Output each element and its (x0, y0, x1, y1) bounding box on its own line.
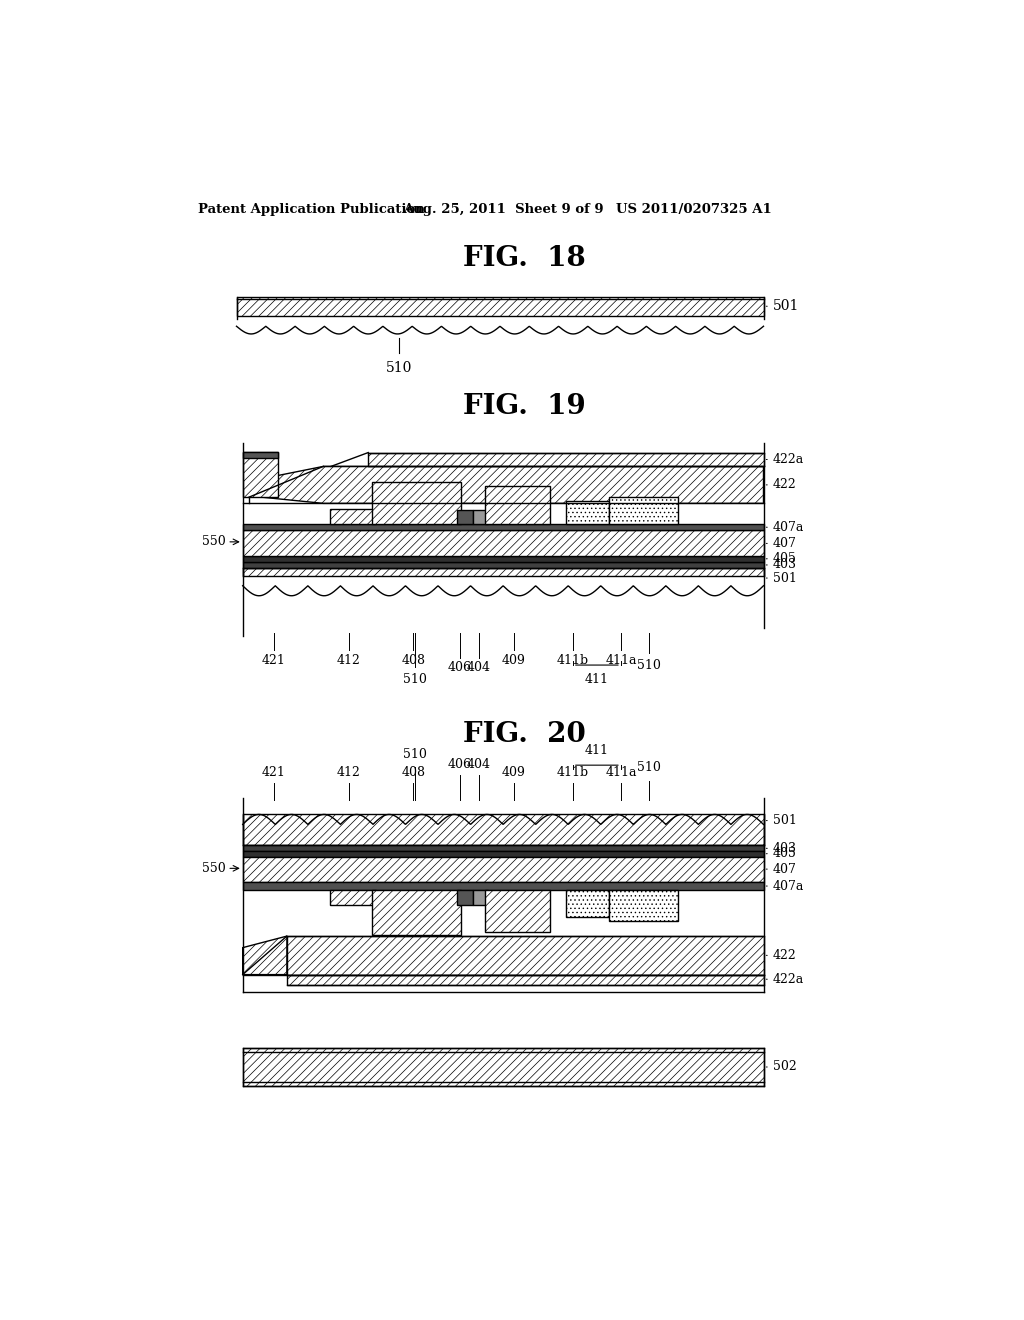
Bar (566, 502, 608, 524)
Text: FIG.  18: FIG. 18 (464, 244, 586, 272)
Bar (243, 557, 764, 562)
Bar (243, 1048, 764, 1086)
Bar (243, 882, 764, 890)
Bar (237, 297, 764, 317)
Bar (243, 531, 764, 557)
Bar (243, 857, 764, 882)
Text: 422a: 422a (766, 973, 804, 986)
Bar (608, 498, 678, 524)
Text: 406: 406 (447, 758, 472, 771)
Bar (243, 851, 764, 857)
Bar (287, 936, 764, 974)
Bar (484, 486, 550, 524)
Bar (330, 508, 376, 524)
Bar (484, 890, 550, 932)
Text: 409: 409 (502, 766, 526, 779)
Text: Patent Application Publication: Patent Application Publication (198, 203, 425, 216)
Bar (243, 845, 764, 851)
Text: 411: 411 (585, 673, 609, 686)
Polygon shape (247, 466, 764, 503)
Text: 422: 422 (766, 478, 797, 491)
Bar (287, 974, 764, 985)
Text: 403: 403 (766, 558, 797, 572)
Text: 502: 502 (766, 1060, 797, 1073)
Bar (243, 451, 278, 458)
Polygon shape (243, 936, 287, 974)
Text: 407: 407 (766, 862, 797, 875)
Bar (372, 482, 461, 524)
Text: FIG.  20: FIG. 20 (464, 721, 586, 747)
Bar (243, 814, 764, 845)
Text: 403: 403 (766, 842, 797, 855)
Bar (566, 890, 608, 917)
Bar (473, 511, 488, 524)
Text: 404: 404 (467, 758, 492, 771)
Text: 405: 405 (766, 552, 797, 565)
Text: 550: 550 (202, 862, 225, 875)
Text: US 2011/0207325 A1: US 2011/0207325 A1 (616, 203, 772, 216)
Text: 411a: 411a (605, 766, 637, 779)
Text: 422a: 422a (766, 453, 804, 466)
Bar (369, 453, 764, 466)
Text: 404: 404 (467, 661, 492, 675)
Text: FIG.  19: FIG. 19 (464, 393, 586, 420)
Text: 411b: 411b (557, 653, 589, 667)
Text: 411b: 411b (557, 766, 589, 779)
Text: 408: 408 (401, 653, 425, 667)
Text: 510: 510 (637, 762, 660, 775)
Text: Aug. 25, 2011  Sheet 9 of 9: Aug. 25, 2011 Sheet 9 of 9 (403, 203, 604, 216)
Text: 405: 405 (766, 847, 797, 861)
Text: 411: 411 (585, 744, 609, 758)
Text: 550: 550 (202, 536, 225, 548)
Text: 501: 501 (766, 814, 797, 828)
Bar (458, 890, 473, 906)
Bar (458, 511, 473, 524)
Text: 510: 510 (402, 673, 427, 686)
Text: 411a: 411a (605, 653, 637, 667)
Bar (243, 524, 764, 531)
Text: 412: 412 (337, 653, 360, 667)
Text: 408: 408 (401, 766, 425, 779)
Text: 407a: 407a (766, 879, 804, 892)
Bar (473, 890, 488, 906)
Bar (243, 562, 764, 568)
Text: 422: 422 (766, 949, 797, 962)
Bar (330, 890, 376, 906)
Bar (372, 890, 461, 935)
Bar (243, 568, 764, 576)
Text: 421: 421 (262, 766, 286, 779)
Text: 421: 421 (262, 653, 286, 667)
Text: 412: 412 (337, 766, 360, 779)
Text: 501: 501 (766, 300, 799, 313)
Text: 407: 407 (766, 537, 797, 550)
Text: 510: 510 (637, 659, 660, 672)
Text: 407a: 407a (766, 520, 804, 533)
Text: 406: 406 (447, 661, 472, 675)
Bar (608, 890, 678, 921)
Text: 501: 501 (766, 572, 797, 585)
Text: 510: 510 (386, 360, 413, 375)
Text: 409: 409 (502, 653, 526, 667)
Text: 510: 510 (402, 747, 427, 760)
Bar (243, 451, 278, 498)
